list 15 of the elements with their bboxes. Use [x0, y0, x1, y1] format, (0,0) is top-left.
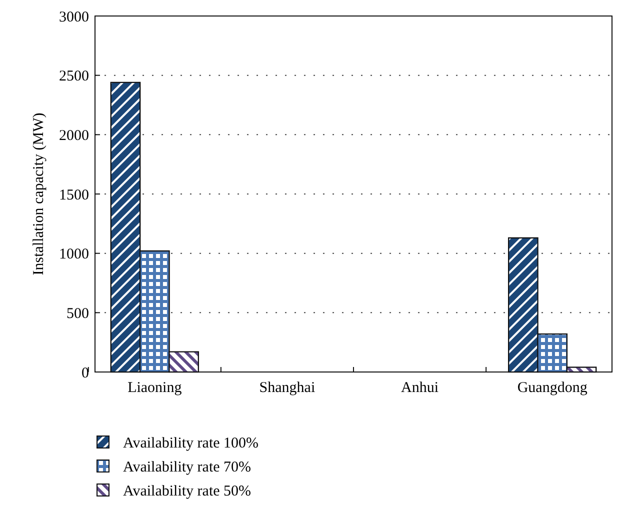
legend-label: Availability rate 70% — [123, 459, 252, 476]
x-tick-label: Guangdong — [517, 380, 588, 396]
y-tick-label: 2000 — [59, 128, 89, 144]
legend-label: Availability rate 50% — [123, 483, 252, 500]
x-tick-label: Anhui — [401, 380, 439, 396]
legend-label: Availability rate 100% — [123, 435, 259, 452]
x-tick-label: Shanghai — [259, 380, 316, 396]
y-tick-label: 0 — [82, 365, 89, 382]
y-axis-title: Installation capacity (MW) — [31, 112, 47, 276]
y-tick-label: 1000 — [59, 246, 89, 263]
y-tick-label: 1500 — [59, 187, 89, 204]
y-tick-label: 3000 — [59, 9, 89, 26]
y-tick-label: 500 — [66, 306, 89, 322]
x-tick-label: Liaoning — [128, 380, 182, 396]
y-tick-label: 2500 — [59, 68, 89, 85]
